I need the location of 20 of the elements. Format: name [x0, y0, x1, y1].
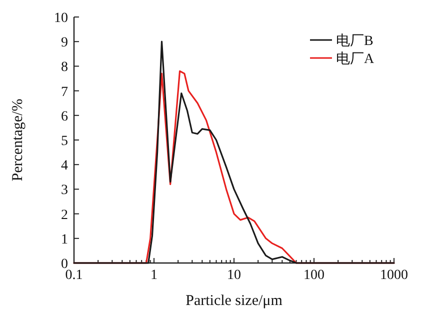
y-tick-label: 4	[61, 158, 68, 174]
x-tick-label: 10	[227, 268, 241, 283]
y-tick-label: 1	[61, 232, 68, 248]
y-tick-label: 6	[61, 109, 68, 124]
x-tick-label: 100	[304, 268, 324, 283]
legend-label: 电厂B	[336, 33, 374, 49]
y-tick-label: 9	[61, 36, 68, 51]
y-tick-label: 8	[61, 60, 68, 76]
y-tick-label: 0	[61, 257, 68, 272]
x-tick-label: 0.1	[65, 268, 83, 283]
y-tick-label: 10	[54, 11, 68, 26]
legend-label: 电厂A	[336, 51, 375, 67]
y-axis-title: Percentage/%	[10, 98, 26, 182]
x-tick-label: 1	[150, 268, 158, 283]
y-tick-label: 7	[61, 84, 68, 100]
x-axis-title: Particle size/μm	[186, 293, 283, 309]
x-tick-label: 1000	[380, 268, 408, 283]
y-tick-label: 3	[61, 183, 68, 198]
y-tick-label: 2	[61, 208, 68, 223]
y-tick-label: 5	[61, 134, 68, 149]
